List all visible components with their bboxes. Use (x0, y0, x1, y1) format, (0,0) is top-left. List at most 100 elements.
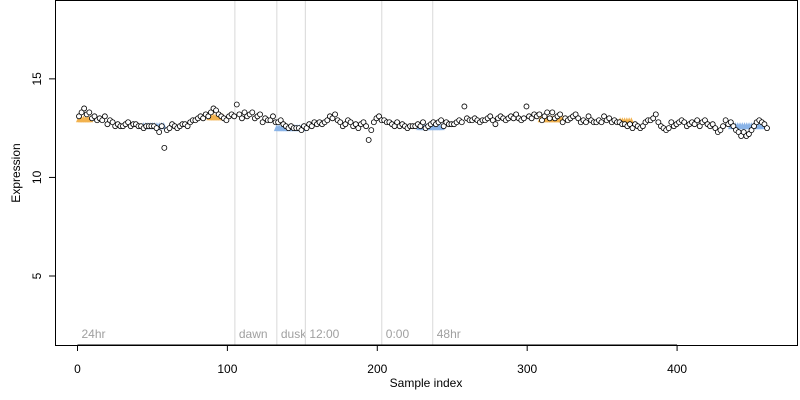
data-point (207, 109, 214, 116)
data-point (76, 113, 82, 120)
data-point (91, 113, 98, 120)
data-point (239, 115, 245, 122)
data-point (746, 131, 752, 137)
y-axis-title: Expression (9, 143, 23, 202)
data-point (370, 119, 377, 126)
data-point (720, 123, 726, 130)
y-tick-label: 15 (30, 72, 44, 86)
data-point (249, 109, 256, 116)
data-point (681, 119, 688, 126)
data-point (166, 125, 173, 132)
x-axis: 0 100 200 300 400 (74, 344, 687, 376)
data-point (523, 103, 530, 110)
data-point (650, 115, 657, 122)
data-point (544, 109, 551, 116)
data-point (520, 115, 527, 122)
data-point (696, 123, 703, 130)
data-point (668, 119, 675, 126)
data-point (109, 119, 116, 126)
data-point (223, 117, 230, 124)
data-point (125, 119, 132, 126)
data-point (81, 105, 88, 112)
data-point (557, 111, 563, 118)
data-point (363, 123, 370, 130)
annotation-label: dusk (281, 327, 307, 341)
data-point (236, 111, 243, 118)
data-point (606, 115, 613, 122)
data-point (539, 117, 545, 124)
data-point (727, 119, 734, 126)
data-point (461, 103, 468, 110)
data-point (546, 115, 553, 122)
data-point (347, 119, 354, 126)
data-point (549, 109, 556, 116)
data-point (575, 115, 582, 122)
data-point (536, 111, 543, 118)
data-point (270, 113, 276, 120)
data-point (712, 125, 719, 132)
data-point (601, 113, 607, 120)
data-point (541, 113, 548, 120)
data-point (665, 125, 672, 132)
data-point (241, 109, 248, 116)
x-tick-label: 300 (517, 362, 537, 376)
data-point (730, 123, 737, 130)
plot-frame (55, 0, 798, 346)
annotation-label: 12:00 (309, 327, 339, 341)
data-point (368, 127, 375, 134)
data-point (487, 113, 494, 120)
annotation-label: dawn (239, 327, 268, 341)
data-point (298, 127, 305, 134)
data-point (365, 137, 372, 143)
data-point (417, 123, 424, 130)
data-point (101, 113, 108, 120)
data-point (233, 101, 240, 108)
data-point (332, 111, 338, 118)
data-point (156, 129, 163, 135)
data-point (709, 121, 716, 128)
data-point (104, 121, 111, 128)
data-point (360, 119, 367, 126)
data-point (86, 109, 93, 116)
data-point (200, 115, 207, 122)
data-point (259, 119, 266, 126)
x-tick-label: 0 (74, 362, 81, 376)
data-point (458, 119, 465, 126)
x-tick-label: 400 (667, 362, 687, 376)
annotation-label: 24hr (81, 327, 105, 341)
data-point (231, 113, 238, 120)
y-tick-label: 5 (30, 272, 44, 279)
data-point (205, 113, 212, 120)
data-point (761, 121, 768, 128)
data-point (267, 117, 274, 124)
data-point (639, 123, 646, 130)
data-point (764, 125, 770, 132)
data-point (691, 121, 698, 128)
data-point (585, 113, 592, 120)
data-point (99, 117, 106, 124)
data-point-layer (76, 101, 770, 151)
x-axis-title: Sample index (390, 376, 463, 390)
data-point (277, 117, 284, 124)
data-point (751, 123, 757, 130)
annotation-label: 48hr (437, 327, 461, 341)
data-point (184, 123, 191, 130)
data-point (78, 109, 85, 116)
data-point (440, 123, 447, 130)
data-point (376, 113, 382, 120)
data-point (748, 127, 755, 134)
data-point (722, 117, 729, 124)
data-point (740, 129, 747, 135)
y-tick-label: 10 (30, 170, 44, 184)
annotation-label: 0:00 (386, 327, 410, 341)
data-point (394, 119, 401, 126)
data-point (717, 127, 724, 134)
data-point (420, 119, 426, 126)
data-point (572, 111, 579, 118)
x-tick-label: 200 (367, 362, 387, 376)
data-point (513, 111, 520, 118)
data-point (342, 121, 349, 128)
data-point (355, 125, 362, 132)
data-point (308, 123, 315, 130)
